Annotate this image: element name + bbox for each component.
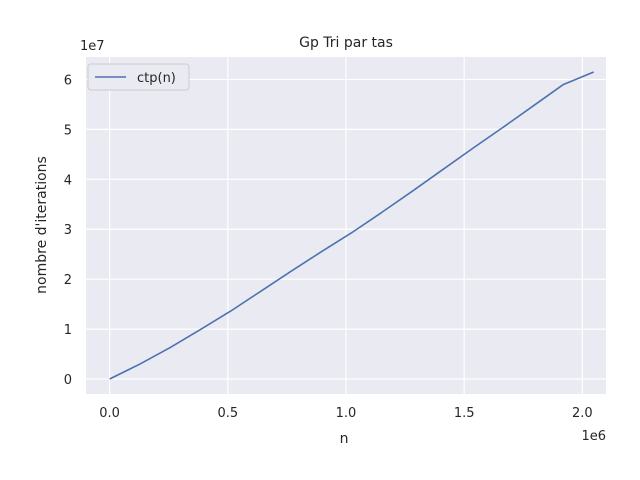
y-tick-label: 1	[64, 323, 72, 338]
y-tick-label: 5	[64, 123, 72, 138]
y-tick-label: 2	[64, 273, 72, 288]
y-axis-label: nombre d'iterations	[34, 156, 50, 294]
y-tick-label: 4	[64, 173, 72, 188]
chart-title: Gp Tri par tas	[299, 35, 393, 51]
x-offset-label: 1e6	[581, 429, 606, 444]
x-tick-label: 1.0	[336, 406, 357, 421]
x-tick-label: 2.0	[572, 406, 593, 421]
y-tick-label: 0	[64, 373, 72, 388]
x-tick-label: 0.5	[217, 406, 238, 421]
series-layer	[109, 71, 595, 380]
series-line	[109, 71, 595, 380]
y-tick-label: 3	[64, 223, 72, 238]
x-axis-ticks: 0.0 0.5 1.0 1.5 2.0	[99, 406, 592, 421]
y-axis-ticks: 0 1 2 3 4 5 6	[64, 73, 72, 388]
y-tick-label: 6	[64, 73, 72, 88]
legend: ctp(n)	[87, 63, 190, 91]
legend-box	[87, 63, 190, 91]
y-offset-label: 1e7	[80, 39, 105, 54]
legend-label: ctp(n)	[137, 71, 176, 86]
x-tick-label: 1.5	[454, 406, 475, 421]
x-tick-label: 0.0	[99, 406, 120, 421]
x-axis-label: n	[340, 431, 349, 447]
grid	[86, 57, 606, 394]
